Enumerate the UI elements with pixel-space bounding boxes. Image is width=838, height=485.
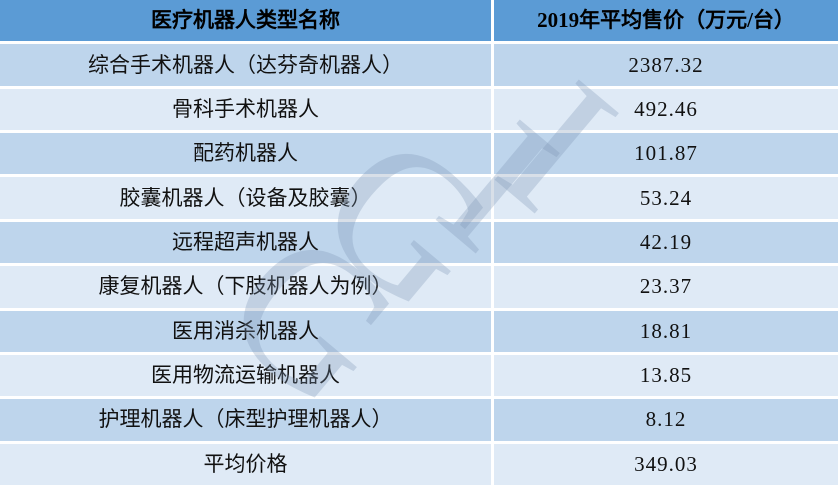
cell-robot-type: 胶囊机器人（设备及胶囊） (0, 177, 491, 219)
cell-average-price: 13.85 (494, 354, 838, 397)
cell-robot-type: 远程超声机器人 (0, 221, 491, 264)
cell-robot-type: 护理机器人（床型护理机器人） (0, 399, 491, 441)
cell-average-price: 18.81 (494, 310, 838, 352)
cell-robot-type: 康复机器人（下肢机器人为例） (0, 266, 491, 308)
cell-average-price: 101.87 (494, 133, 838, 175)
cell-average-price: 2387.32 (494, 44, 838, 86)
cell-average-price: 492.46 (494, 88, 838, 131)
cell-robot-type: 平均价格 (0, 443, 491, 485)
cell-average-price: 53.24 (494, 177, 838, 219)
cell-robot-type: 骨科手术机器人 (0, 88, 491, 131)
cell-robot-type: 配药机器人 (0, 133, 491, 175)
column-header-price: 2019年平均售价（万元/台） (494, 0, 838, 42)
cell-average-price: 23.37 (494, 266, 838, 308)
cell-robot-type: 医用物流运输机器人 (0, 354, 491, 397)
cell-average-price: 349.03 (494, 443, 838, 485)
cell-robot-type: 综合手术机器人（达芬奇机器人） (0, 44, 491, 86)
cell-robot-type: 医用消杀机器人 (0, 310, 491, 352)
cell-average-price: 42.19 (494, 221, 838, 264)
column-header-type: 医疗机器人类型名称 (0, 0, 491, 42)
cell-average-price: 8.12 (494, 399, 838, 441)
